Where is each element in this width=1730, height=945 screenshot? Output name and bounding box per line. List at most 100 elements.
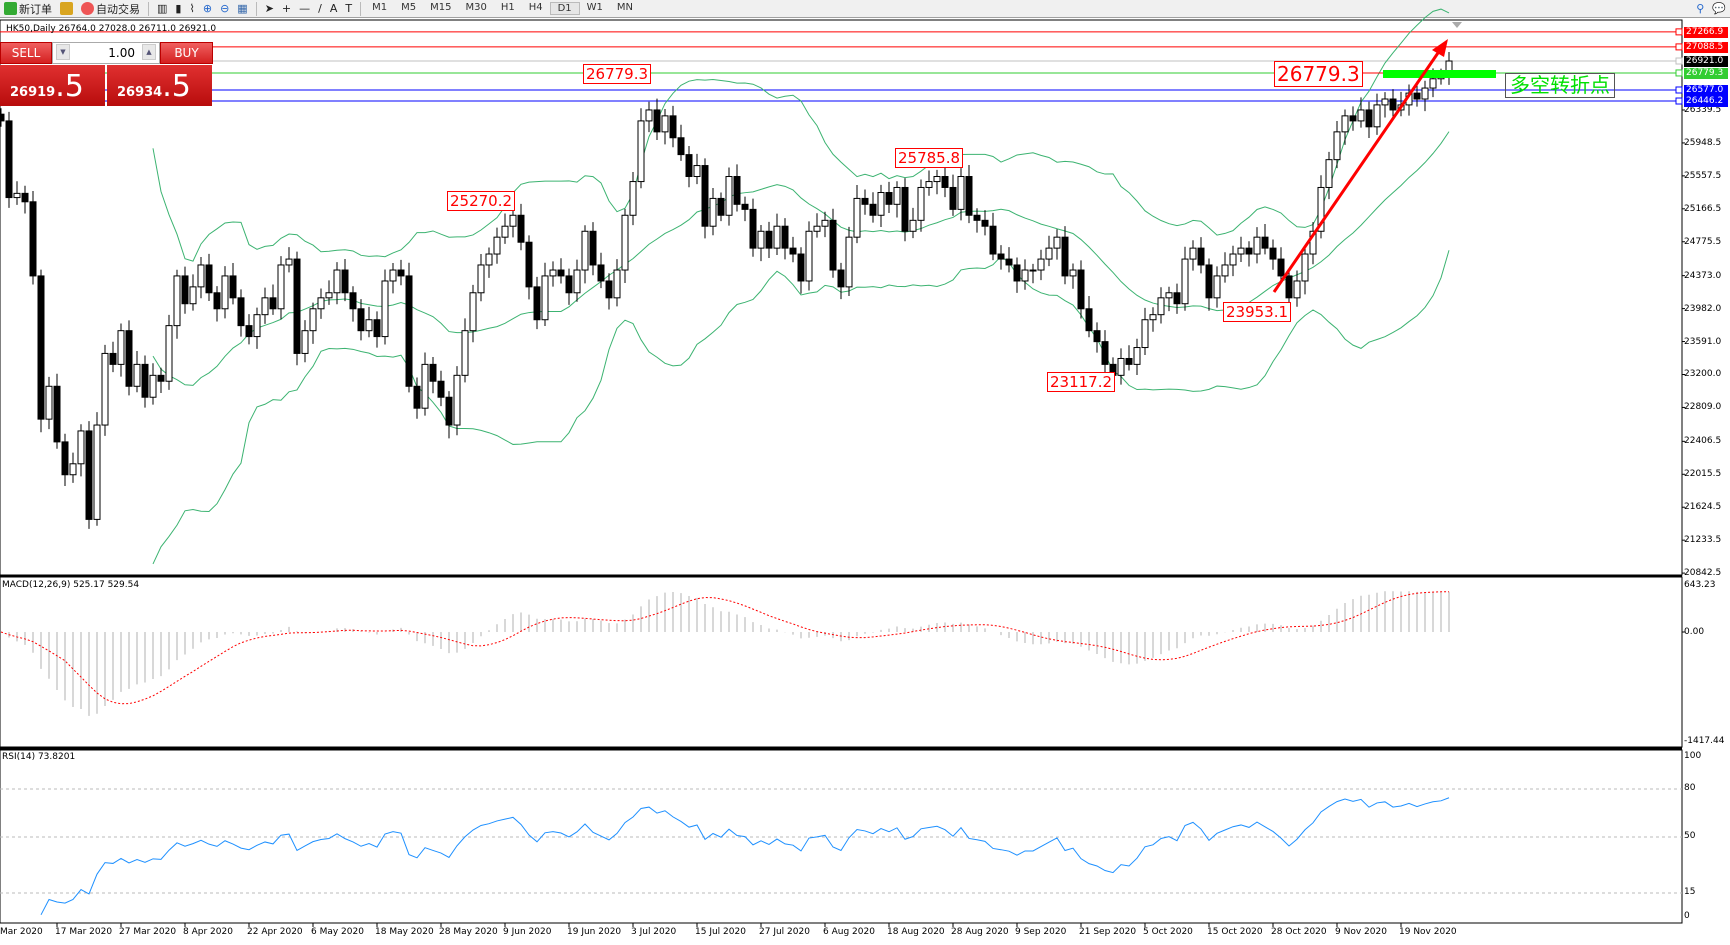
bollinger-upper (152, 8, 1450, 262)
label-button[interactable]: T (345, 2, 353, 15)
bull-candle (1373, 104, 1381, 128)
rsi-axis-label: 50 (1684, 831, 1696, 841)
bear-candle (1205, 264, 1213, 299)
bull-candle (277, 264, 285, 310)
price-axis-label: 24373.0 (1684, 270, 1722, 281)
bear-candle (5, 120, 13, 199)
line-chart-button[interactable]: ⌇ (189, 2, 195, 15)
text-button[interactable]: A (329, 2, 338, 15)
trendline-button[interactable]: / (318, 2, 322, 15)
period-mn[interactable]: MN (616, 2, 634, 13)
zoom-in-button[interactable]: ⊕ (202, 2, 213, 15)
bear-candle (205, 264, 213, 294)
bear-candle (29, 201, 37, 277)
period-m1[interactable]: M1 (372, 2, 388, 13)
bull-candle (613, 269, 621, 299)
bull-candle (509, 214, 517, 227)
macd-zero-label: 0.00 (1684, 627, 1705, 637)
bull-candle (1053, 236, 1061, 249)
bull-candle (301, 330, 309, 354)
bear-candle (109, 352, 117, 365)
period-m15[interactable]: M15 (430, 2, 452, 13)
bull-candle (877, 192, 885, 216)
chart-shift-marker (1452, 22, 1462, 28)
trend-arrow-head (1432, 39, 1448, 57)
period-d1[interactable]: D1 (549, 2, 580, 15)
bar-chart-button[interactable]: ▥ (157, 2, 168, 15)
bull-candle (13, 192, 21, 199)
cursor-button[interactable]: ➤ (264, 2, 274, 15)
bear-candle (861, 197, 869, 205)
candle-chart-button[interactable]: ▮ (175, 2, 182, 15)
volume-input[interactable]: 1.00 (52, 42, 160, 64)
bull-candle (1117, 357, 1125, 376)
search-icon[interactable]: ⚲ (1696, 2, 1705, 15)
buy-button[interactable]: BUY (160, 42, 213, 64)
bull-candle (93, 424, 101, 520)
period-m5[interactable]: M5 (401, 2, 417, 13)
toolbar: 新订单 自动交易 ▥ ▮ ⌇ ⊕ ⊖ ▦ ➤ + — / A T M1 M5 M15… (0, 0, 1730, 18)
bull-candle (1381, 98, 1389, 106)
price-annotation: 26779.3 (583, 63, 652, 84)
auto-trade-button[interactable]: 自动交易 (77, 1, 144, 17)
market-watch-button[interactable] (56, 1, 77, 17)
bull-candle (101, 352, 109, 426)
bull-candle (285, 258, 293, 266)
new-order-button[interactable]: 新订单 (0, 1, 56, 17)
bear-candle (269, 297, 277, 310)
tile-windows-button[interactable]: ▦ (237, 2, 248, 15)
bear-candle (1389, 98, 1397, 111)
bear-candle (141, 363, 149, 398)
volume-up-button[interactable]: ▲ (142, 44, 156, 60)
bear-candle (229, 275, 237, 299)
buy-price[interactable]: 26934.5 (107, 65, 212, 106)
bear-candle (981, 219, 989, 227)
zone-text-label[interactable]: 多空转折点 (1505, 73, 1615, 98)
bear-candle (717, 197, 725, 216)
hline-button[interactable]: — (299, 2, 311, 15)
bear-candle (181, 275, 189, 305)
bull-candle (909, 219, 917, 232)
price-axis-label: 23200.0 (1684, 369, 1722, 380)
crosshair-button[interactable]: + (281, 2, 292, 15)
bull-candle (1133, 347, 1141, 365)
bear-candle (837, 269, 845, 288)
gold-icon (60, 2, 73, 15)
zoom-out-button[interactable]: ⊖ (220, 2, 230, 15)
sell-price[interactable]: 26919.5 (0, 65, 105, 106)
price-axis-label: 22809.0 (1684, 402, 1722, 413)
date-axis-label: 9 Sep 2020 (1015, 927, 1067, 937)
bull-candle (637, 120, 645, 183)
bull-candle (725, 176, 733, 216)
sell-button[interactable]: SELL (0, 42, 52, 64)
bear-candle (1013, 264, 1021, 282)
level-handle (1675, 97, 1683, 105)
bear-candle (237, 297, 245, 327)
bull-candle (421, 363, 429, 409)
bull-candle (149, 374, 157, 398)
bull-candle (957, 176, 965, 210)
bull-candle (493, 236, 501, 255)
bear-candle (157, 374, 165, 382)
price-level-label: 26577.0 (1684, 84, 1728, 96)
period-w1[interactable]: W1 (586, 2, 603, 13)
bear-candle (989, 225, 997, 255)
level-handle (1675, 57, 1683, 65)
chat-icon[interactable]: 💬 (1712, 2, 1726, 15)
price-axis-label: 26339.5 (1684, 105, 1722, 115)
period-h4[interactable]: H4 (528, 2, 543, 13)
bear-candle (341, 269, 349, 294)
bull-candle (69, 463, 77, 476)
bull-candle (1181, 258, 1189, 305)
volume-down-button[interactable]: ▼ (56, 44, 70, 60)
bull-candle (581, 230, 589, 271)
date-axis-label: 22 Apr 2020 (247, 927, 303, 937)
period-m30[interactable]: M30 (465, 2, 487, 13)
bear-candle (0, 113, 5, 122)
bull-candle (1157, 297, 1165, 316)
level-handle (1675, 69, 1683, 77)
period-h1[interactable]: H1 (500, 2, 515, 13)
bear-candle (1365, 109, 1373, 128)
bull-candle (1165, 292, 1173, 299)
